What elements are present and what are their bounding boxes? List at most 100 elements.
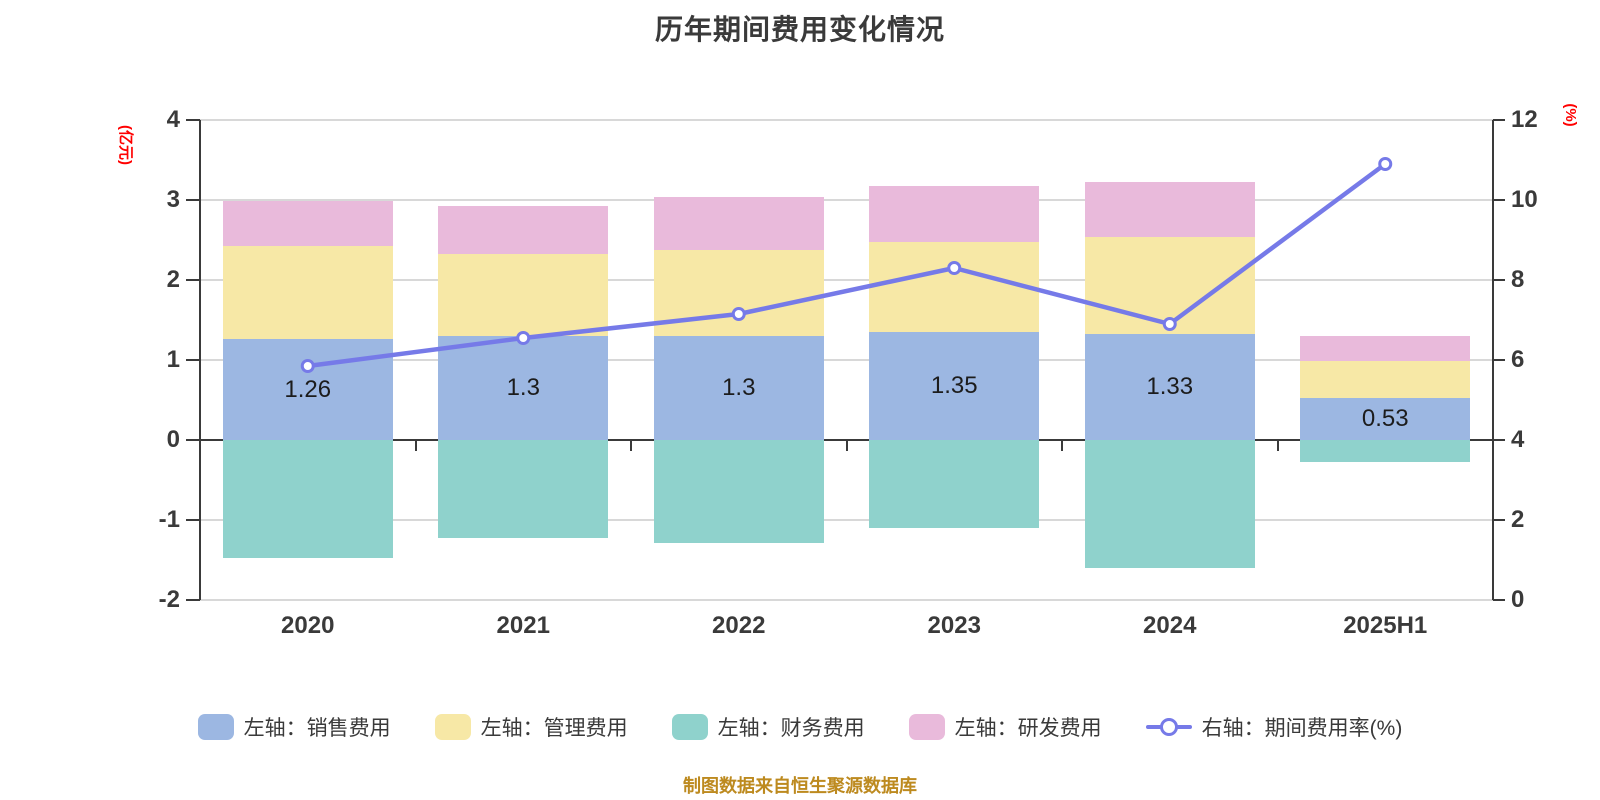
right-axis-tick-label: 4 [1511,426,1525,453]
right-axis-line [1492,120,1494,600]
legend-item-rate[interactable]: 右轴：期间费用率(%) [1145,712,1403,742]
right-axis-tick [1493,359,1505,361]
left-axis-tick-label: 3 [166,186,180,213]
legend-line-dot [1159,718,1178,736]
bar-value-label: 1.35 [930,372,978,399]
legend-label: 左轴：财务费用 [717,717,865,740]
rate-line[interactable] [305,161,1388,369]
h-gridline [200,599,1493,601]
bar-segment-rnd[interactable] [438,205,609,254]
rate-point[interactable] [731,307,746,321]
bar-segment-fin[interactable] [222,440,393,559]
left-axis-tick [186,519,200,521]
right-axis-tick-label: 6 [1511,346,1525,373]
x-axis-label: 2023 [927,612,981,639]
legend-label: 右轴：期间费用率(%) [1201,717,1403,740]
bar-segment-fin[interactable] [869,440,1040,528]
x-axis-tick [414,441,417,451]
bar-segment-mgmt[interactable] [869,241,1040,332]
rate-point[interactable] [1378,157,1393,171]
bar-segment-mgmt[interactable] [1300,360,1471,398]
left-axis-tick [186,599,200,601]
bar-value-label: 0.53 [1361,404,1409,432]
rate-point[interactable] [516,331,531,345]
x-axis-label: 2025H1 [1343,612,1428,639]
legend-item-rnd[interactable]: 左轴：研发费用 [908,712,1102,742]
legend-line-marker-icon [1145,714,1192,740]
bar-segment-sales[interactable] [438,336,609,440]
x-axis-tick [845,441,848,451]
x-axis-label: 2021 [496,612,550,639]
right-axis-tick [1493,199,1505,201]
bar-segment-mgmt[interactable] [438,253,609,336]
left-axis-tick-label: 0 [166,426,180,453]
left-axis-tick-label: -2 [158,586,180,613]
left-axis-tick [186,359,200,361]
legend-swatch-fin [671,714,708,740]
bar-value-label: 1.3 [506,374,540,401]
bar-segment-sales[interactable] [869,332,1040,440]
legend-label: 左轴：管理费用 [480,717,628,740]
bar-segment-fin[interactable] [653,440,824,544]
h-gridline [200,199,1493,201]
right-axis-tick-label: 2 [1511,506,1525,533]
right-axis-tick-label: 12 [1511,106,1538,133]
x-axis-label: 2024 [1143,612,1197,639]
left-axis-line [199,120,201,600]
right-axis-tick [1493,279,1505,281]
bar-segment-sales[interactable] [1084,333,1255,440]
legend-swatch-sales [197,714,234,740]
bar-segment-rnd[interactable] [222,200,393,247]
bar-segment-mgmt[interactable] [222,246,393,340]
bar-segment-fin[interactable] [438,440,609,539]
bar-segment-rnd[interactable] [869,186,1040,242]
right-axis-tick [1493,119,1505,121]
rate-point[interactable] [1162,317,1177,331]
bar-segment-rnd[interactable] [653,196,824,250]
left-axis-tick [186,439,200,441]
left-axis-tick [186,279,200,281]
legend-item-mgmt[interactable]: 左轴：管理费用 [434,712,628,742]
left-axis-tick-label: -1 [158,506,180,533]
right-axis-tick [1493,599,1505,601]
x-axis-label: 2020 [281,612,335,639]
rate-point[interactable] [300,359,315,373]
bar-segment-sales[interactable] [222,339,393,440]
left-axis-tick [186,199,200,201]
bar-value-label: 1.33 [1146,372,1194,400]
h-gridline [200,359,1493,361]
right-axis-tick-label: 10 [1511,186,1538,213]
legend-item-fin[interactable]: 左轴：财务费用 [671,712,865,742]
legend-label: 左轴：研发费用 [954,717,1102,740]
legend: 左轴：销售费用 左轴：管理费用 左轴：财务费用 左轴：研发费用 右轴：期间费用率(%) [0,712,1600,742]
left-axis-tick-label: 4 [166,106,180,133]
source-note: 制图数据来自恒生聚源数据库 [683,776,917,796]
rate-line-layer [300,157,1393,373]
legend-item-sales[interactable]: 左轴：销售费用 [197,712,391,742]
x-axis-tick [1061,441,1063,451]
right-axis-tick-label: 8 [1511,266,1525,293]
right-axis-tick-label: 0 [1511,586,1525,613]
right-axis-tick [1493,439,1505,441]
bar-segment-rnd[interactable] [1084,181,1255,237]
left-axis-tick-label: 1 [166,346,180,373]
legend-swatch-rnd [908,714,945,740]
right-axis-tick [1493,519,1505,521]
bar-segment-fin[interactable] [1300,440,1471,462]
x-axis-tick [1276,441,1279,451]
legend-swatch-mgmt [434,714,471,740]
plot-area: 4 3 2 1 0 -1 -2 12 10 8 6 4 2 0 2020 2021 2022 2023 2024 20… [159,106,1538,639]
bar-segment-sales[interactable] [1300,397,1471,440]
h-gridline [200,119,1493,121]
bar-segment-fin[interactable] [1084,440,1255,568]
left-axis-tick [186,119,200,121]
h-gridline [200,519,1493,521]
x-axis-label: 2022 [712,612,766,639]
bar-value-label: 1.26 [284,375,332,403]
bar-segment-rnd[interactable] [1300,336,1471,361]
bar-segment-sales[interactable] [653,336,824,440]
chart-title: 历年期间费用变化情况 [654,14,945,45]
bar-value-label: 1.3 [722,374,756,401]
rate-point[interactable] [947,261,962,275]
